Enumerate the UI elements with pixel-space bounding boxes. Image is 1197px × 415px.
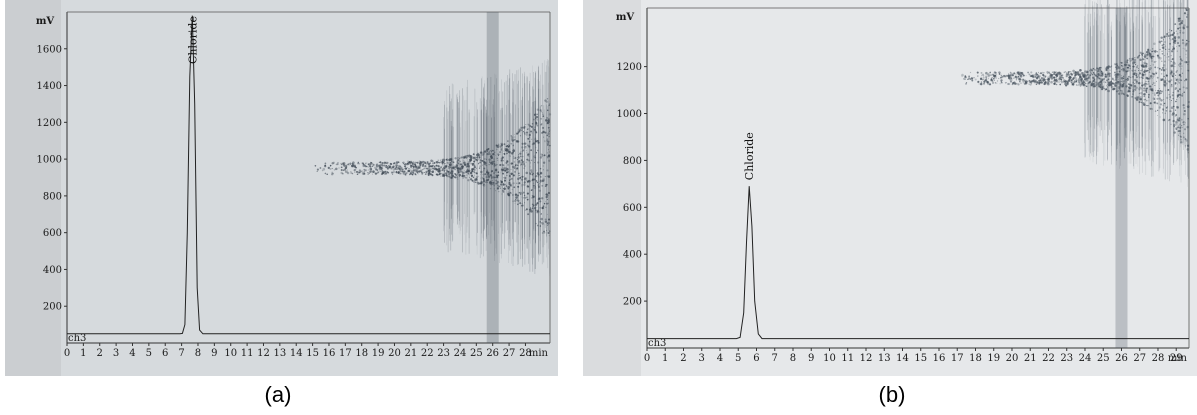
channel-label: ch3 (68, 333, 86, 344)
x-tick-label: 19 (987, 353, 1000, 364)
x-tick-label: 22 (1042, 353, 1055, 364)
paper-background (5, 0, 558, 376)
signal-trace (67, 15, 550, 335)
x-tick-label: 9 (211, 348, 217, 359)
x-tick-label: 22 (421, 348, 434, 359)
chromatogram-panel-a: 200 400 600 800 1000 1200 1400 1600 mV 0 1 2 3 4 5 6 7 8 9… (5, 0, 558, 376)
x-tick-label: 23 (1060, 353, 1073, 364)
y-tick-label: 1600 (37, 44, 62, 55)
x-tick-label: 24 (454, 348, 467, 359)
channel-label: ch3 (648, 338, 666, 349)
x-tick-label: 20 (388, 348, 401, 359)
x-tick-label: 1 (662, 353, 668, 364)
x-tick-label: 2 (680, 353, 686, 364)
x-tick-label: 14 (290, 348, 303, 359)
x-axis-unit: min (1168, 353, 1188, 364)
x-tick-label: 8 (790, 353, 796, 364)
x-tick-label: 26 (486, 348, 499, 359)
x-tick-label: 28 (1152, 353, 1165, 364)
x-tick-label: 9 (808, 353, 814, 364)
x-tick-label: 8 (195, 348, 201, 359)
y-tick-label: 200 (43, 302, 62, 313)
x-tick-label: 20 (1006, 353, 1019, 364)
x-tick-label: 14 (896, 353, 909, 364)
x-tick-label: 29 (1170, 353, 1183, 364)
x-tick-label: 21 (1024, 353, 1037, 364)
x-tick-label: 5 (146, 348, 152, 359)
y-tick-label: 1200 (37, 118, 62, 129)
x-tick-label: 4 (129, 348, 135, 359)
x-tick-label: 11 (841, 353, 854, 364)
x-tick-label: 28 (519, 348, 532, 359)
caption-a: (a) (264, 382, 292, 407)
noise-band (314, 59, 552, 277)
paper-background (583, 0, 1197, 376)
y-tick-label: 800 (43, 191, 62, 202)
y-tick-label: 1200 (617, 62, 642, 73)
y-axis-unit: mV (616, 12, 635, 23)
y-tick-label: 200 (623, 297, 642, 308)
paper-shadow (5, 0, 61, 376)
x-tick-label: 23 (437, 348, 450, 359)
x-tick-label: 10 (823, 353, 836, 364)
x-tick-label: 27 (503, 348, 516, 359)
x-tick-label: 10 (224, 348, 237, 359)
x-tick-label: 19 (372, 348, 385, 359)
caption-b: (b) (878, 382, 906, 407)
x-tick-label: 12 (257, 348, 270, 359)
x-tick-label: 15 (306, 348, 319, 359)
y-tick-label: 600 (623, 203, 642, 214)
x-tick-label: 13 (878, 353, 891, 364)
signal-trace (647, 186, 1189, 340)
x-tick-label: 6 (162, 348, 168, 359)
x-tick-label: 16 (323, 348, 336, 359)
y-tick-label: 1000 (37, 155, 62, 166)
x-tick-label: 3 (113, 348, 119, 359)
y-tick-label: 400 (623, 250, 642, 261)
peak-label-chloride: Chloride (186, 16, 199, 64)
x-tick-label: 1 (80, 348, 86, 359)
x-tick-label: 7 (178, 348, 184, 359)
peak-label-chloride: Chloride (743, 132, 756, 180)
x-tick-label: 13 (273, 348, 286, 359)
x-tick-label: 25 (1097, 353, 1110, 364)
x-tick-label: 26 (1115, 353, 1128, 364)
y-tick-label: 600 (43, 228, 62, 239)
vertical-streak (486, 12, 499, 343)
y-tick-label: 1000 (617, 109, 642, 120)
x-tick-label: 6 (753, 353, 759, 364)
x-tick-label: 17 (951, 353, 964, 364)
x-tick-label: 0 (64, 348, 70, 359)
vertical-streak (1115, 8, 1128, 348)
x-tick-label: 12 (860, 353, 873, 364)
y-tick-label: 400 (43, 265, 62, 276)
x-tick-label: 15 (914, 353, 927, 364)
noise-band (961, 0, 1190, 187)
x-tick-label: 16 (933, 353, 946, 364)
x-tick-label: 18 (355, 348, 368, 359)
paper-shadow (583, 0, 641, 376)
x-tick-label: 25 (470, 348, 483, 359)
x-tick-label: 21 (404, 348, 417, 359)
x-tick-label: 7 (772, 353, 778, 364)
x-tick-label: 27 (1133, 353, 1146, 364)
x-tick-label: 24 (1079, 353, 1092, 364)
x-tick-label: 18 (969, 353, 982, 364)
x-tick-label: 2 (97, 348, 103, 359)
y-tick-label: 800 (623, 156, 642, 167)
x-tick-label: 0 (644, 353, 650, 364)
y-tick-label: 1400 (37, 81, 62, 92)
x-axis-unit: min (529, 348, 549, 359)
x-tick-label: 17 (339, 348, 352, 359)
chromatogram-panel-b: 200 400 600 800 1000 1200 mV 0 1 2 3 4 5 6 7 8 9 10 11 12 13… (583, 0, 1197, 376)
x-tick-label: 3 (699, 353, 705, 364)
x-tick-label: 5 (735, 353, 741, 364)
y-axis-unit: mV (36, 16, 55, 27)
x-tick-label: 4 (717, 353, 723, 364)
x-tick-label: 11 (241, 348, 254, 359)
